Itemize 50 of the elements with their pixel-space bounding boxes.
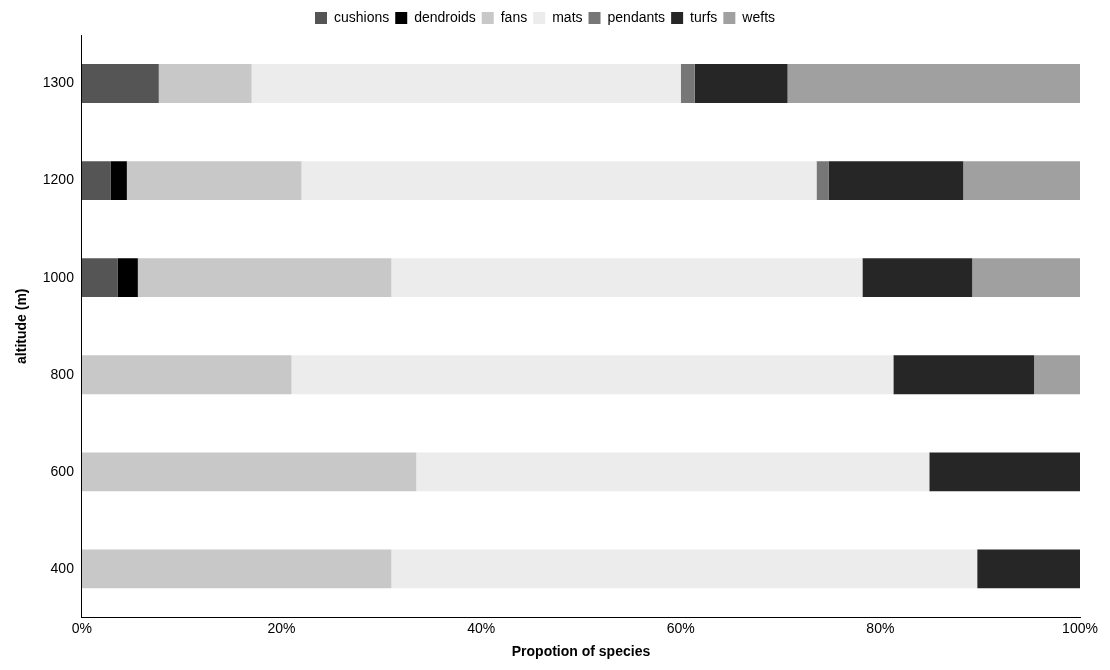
bar xyxy=(81,355,292,395)
bar xyxy=(1034,355,1080,395)
bar xyxy=(977,549,1080,589)
x-tick-label: 100% xyxy=(1062,619,1098,636)
y-tick-label: 1200 xyxy=(42,171,75,188)
legend-label: turfs xyxy=(690,8,718,25)
bar xyxy=(828,161,964,201)
bar xyxy=(251,64,681,103)
bar xyxy=(158,64,252,103)
bar xyxy=(963,161,1080,201)
bar xyxy=(126,161,302,201)
bar xyxy=(680,64,695,103)
bar xyxy=(137,258,392,298)
bar xyxy=(81,452,417,492)
bar xyxy=(81,258,118,298)
bar xyxy=(117,258,138,298)
legend-label: wefts xyxy=(741,8,776,25)
legend-label: mats xyxy=(552,8,583,25)
bar xyxy=(816,161,829,201)
bar xyxy=(787,64,1080,103)
x-tick-label: 80% xyxy=(866,619,895,636)
bar xyxy=(110,161,127,201)
bar xyxy=(416,452,930,492)
bar xyxy=(391,549,978,589)
bar xyxy=(301,161,817,201)
y-tick-label: 400 xyxy=(50,559,75,576)
bar xyxy=(694,64,788,103)
x-tick-label: 0% xyxy=(71,619,93,636)
bar xyxy=(391,258,863,298)
bar xyxy=(862,258,973,298)
bar xyxy=(972,258,1080,298)
y-axis-title: altitude (m) xyxy=(13,288,30,364)
legend-label: fans xyxy=(500,8,528,25)
bar xyxy=(81,549,392,589)
bar xyxy=(291,355,894,395)
y-tick-label: 1300 xyxy=(42,74,75,91)
legend-label: dendroids xyxy=(414,8,476,25)
x-tick-label: 60% xyxy=(666,619,695,636)
legend-label: cushions xyxy=(333,8,390,25)
bar xyxy=(893,355,1035,395)
x-tick-label: 20% xyxy=(267,619,296,636)
bar xyxy=(81,161,111,201)
y-tick-label: 800 xyxy=(50,365,75,382)
bar xyxy=(81,64,159,103)
bar xyxy=(929,452,1080,492)
x-tick-label: 40% xyxy=(467,619,496,636)
x-axis-title: Propotion of species xyxy=(511,643,651,660)
y-tick-label: 600 xyxy=(50,462,75,479)
y-tick-label: 1000 xyxy=(42,268,75,285)
legend-label: pendants xyxy=(607,8,666,25)
